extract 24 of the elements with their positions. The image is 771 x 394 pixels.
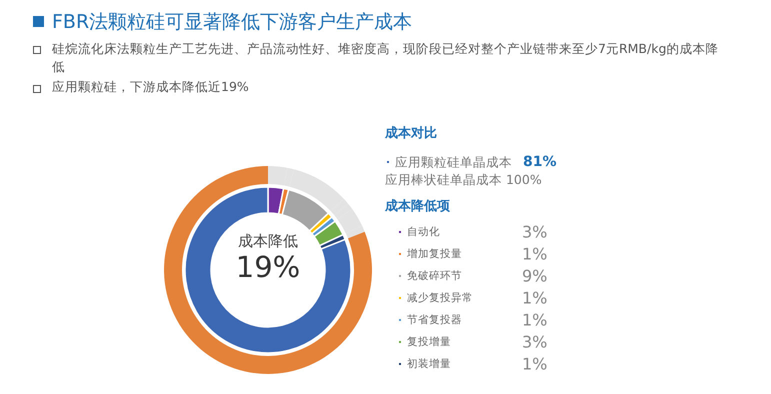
data-label: 3% bbox=[522, 332, 548, 352]
text: 成本降低项 bbox=[385, 198, 450, 215]
data-label: 1% bbox=[522, 310, 548, 330]
data-label: 81% bbox=[523, 154, 557, 170]
data-label: 1% bbox=[522, 354, 548, 374]
legend-label: 节省复投器 bbox=[407, 313, 462, 326]
text: 成本降低 bbox=[238, 232, 298, 251]
text: 应用颗粒硅，下游成本降低近19% bbox=[52, 79, 249, 96]
legend-label: 免破碎环节 bbox=[407, 269, 462, 282]
text: 应用棒状硅单晶成本 100% bbox=[385, 172, 542, 189]
data-label: 9% bbox=[522, 266, 548, 286]
data-label: 3% bbox=[522, 222, 548, 242]
text: 硅烷流化床法颗粒生产工艺先进、产品流动性好、堆密度高，现阶段已经对整个产业链带来至少7元RMB/kg的成本降低 bbox=[52, 40, 720, 76]
text: 成本对比 bbox=[385, 125, 437, 142]
legend-label: 应用颗粒硅单晶成本 bbox=[395, 154, 512, 170]
data-label: 1% bbox=[522, 288, 548, 308]
legend-label: 自动化 bbox=[407, 226, 440, 238]
legend-label: 增加复投量 bbox=[406, 247, 462, 260]
data-label: 1% bbox=[522, 244, 548, 264]
legend-label: 减少复投异常 bbox=[407, 291, 473, 304]
legend-label: 复投增量 bbox=[407, 336, 451, 348]
chart-title: FBR法颗粒硅可显著降低下游客户生产成本 bbox=[52, 10, 412, 35]
legend-label: 初装增量 bbox=[407, 357, 451, 370]
text: 19% bbox=[236, 250, 300, 284]
